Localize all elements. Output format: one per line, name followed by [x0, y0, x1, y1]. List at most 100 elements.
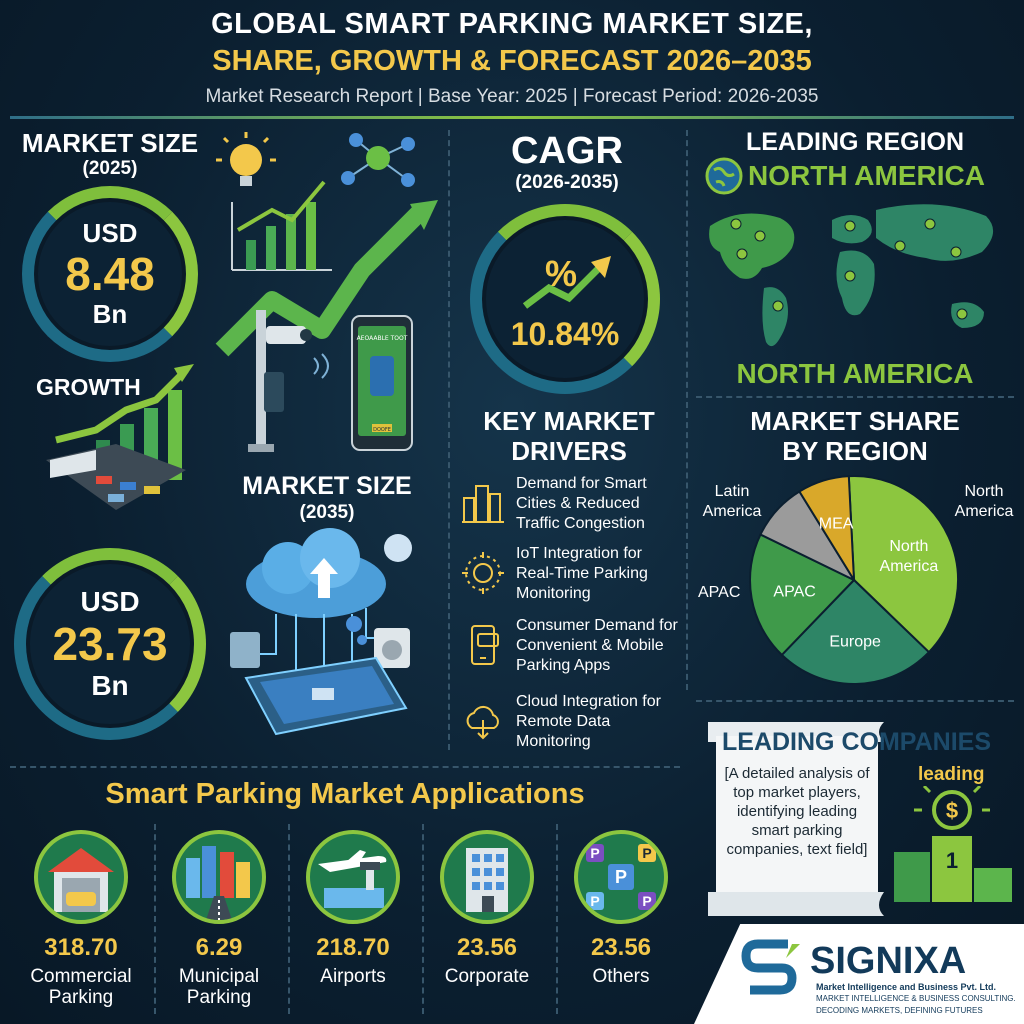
cagr-period: (2026-2035): [515, 172, 619, 193]
pie-label-apac: APAC: [773, 584, 815, 601]
garage-icon: [48, 848, 114, 912]
airports-tile: [306, 830, 400, 924]
brand-line3: DECODING MARKETS, DEFINING FUTURES: [816, 1006, 983, 1015]
phone-screen-bottom-text: DOOFE: [373, 427, 391, 433]
drivers-heading-line2: DRIVERS: [511, 436, 627, 466]
podium-icon: $ 1: [894, 786, 1012, 902]
world-map: [709, 204, 994, 347]
market-share-heading-line2: BY REGION: [782, 436, 928, 466]
driver-text: Demand for Smart Cities & Reduced Traffi…: [516, 475, 647, 532]
iot-chip-icon: [462, 552, 504, 594]
pie-label-north-america: North America: [880, 538, 939, 575]
application-value: 23.56: [590, 934, 652, 961]
drivers-heading: KEY MARKET: [483, 406, 655, 436]
airplane-icon: [318, 850, 387, 908]
outer-label-latin-america: Latin America: [702, 483, 762, 520]
brand-name: SIGNIXA: [810, 940, 967, 982]
currency-label: USD: [80, 586, 140, 617]
application-value: 318.70: [44, 934, 118, 961]
pie-slice-europe: [780, 578, 931, 685]
market-size-2035-year: (2035): [299, 502, 355, 523]
others-tile: P P P P P: [574, 830, 668, 924]
cagr-heading: CAGR: [511, 130, 623, 172]
growth-parking-illustration: [46, 364, 194, 510]
parking-signs-icon: P P P P P: [586, 844, 656, 910]
brand-panel: [694, 924, 1024, 1024]
market-size-2035-ring: USD 23.73 Bn: [14, 548, 206, 740]
column-divider: [556, 824, 558, 1014]
growth-arrow-icon: %: [522, 253, 611, 309]
application-value: 218.70: [316, 934, 390, 961]
pie-slice-mea: [798, 475, 855, 581]
office-building-icon: [466, 848, 508, 912]
column-divider: [686, 130, 688, 690]
globe-icon: [705, 157, 743, 195]
municipal-parking-tile: [172, 830, 266, 924]
market-size-2025-ring: USD 8.48 Bn: [22, 186, 198, 362]
column-divider: [154, 824, 156, 1014]
unit-label: Bn: [92, 299, 128, 329]
percent-symbol: %: [545, 253, 577, 294]
market-size-2035-heading: MARKET SIZE: [242, 472, 412, 500]
section-divider: [10, 766, 680, 768]
driver-text: Cloud Integration for Remote Data Monito…: [516, 693, 661, 750]
leading-region-name-bottom: NORTH AMERICA: [736, 358, 974, 389]
smart-parking-illustration: AEOAABLE TOOT DOOFE: [215, 132, 438, 452]
companies-placeholder-text: [A detailed analysis of top market playe…: [724, 765, 870, 858]
growth-heading: GROWTH: [36, 374, 141, 400]
leading-region-name: NORTH AMERICA: [748, 160, 985, 191]
application-label: Others: [592, 966, 650, 987]
signixa-logo-icon: [741, 939, 800, 995]
outer-label-apac: APAC: [698, 584, 741, 601]
header-divider: [10, 116, 1014, 119]
section-divider: [696, 700, 1014, 702]
cagr-value: 10.84%: [510, 315, 620, 352]
svg-text:P: P: [642, 845, 651, 861]
page-title-line2: SHARE, GROWTH & FORECAST 2026–2035: [212, 45, 812, 77]
section-divider: [696, 396, 1014, 398]
leading-companies-heading: LEADING COMPANIES: [722, 728, 991, 756]
pie-slice-apac: [749, 533, 856, 657]
driver-text: Consumer Demand for Convenient & Mobile …: [516, 617, 678, 674]
phone-screen-top-text: AEOAABLE TOOT: [357, 335, 408, 342]
driver-text: IoT Integration for Real-Time Parking Mo…: [516, 545, 648, 602]
brand-line2: MARKET INTELLIGENCE & BUSINESS CONSULTIN…: [816, 994, 1016, 1003]
commercial-parking-tile: [34, 830, 128, 924]
city-road-icon: [186, 846, 250, 920]
cloud-icon: [466, 705, 499, 740]
application-label: Corporate: [444, 966, 530, 987]
application-label: Airports: [320, 966, 386, 987]
market-size-2025-value: 8.48: [65, 248, 155, 300]
podium-first-label: 1: [946, 848, 958, 873]
svg-text:P: P: [615, 867, 627, 887]
leading-region-heading: LEADING REGION: [745, 128, 965, 156]
city-buildings-icon: [462, 485, 504, 523]
market-size-2035-value: 23.73: [52, 618, 168, 670]
corporate-tile: [440, 830, 534, 924]
cagr-ring: % 10.84%: [470, 204, 660, 394]
currency-label: USD: [82, 218, 138, 248]
cloud-iot-illustration: [230, 528, 412, 736]
outer-label-north-america: North America: [954, 483, 1014, 520]
page-title: GLOBAL SMART PARKING MARKET SIZE,: [211, 8, 813, 40]
application-value: 6.29: [195, 934, 243, 961]
column-divider: [422, 824, 424, 1014]
pie-label-mea: MEA: [819, 515, 854, 532]
pie-label-europe: Europe: [829, 633, 881, 650]
region-pie-chart: North America Europe APAC MEA: [749, 475, 959, 685]
column-divider: [448, 130, 450, 750]
pie-slice-north-america: [847, 475, 959, 654]
svg-text:P: P: [590, 893, 599, 909]
mobile-phone-icon: [471, 625, 499, 665]
page-subtitle: Market Research Report | Base Year: 2025…: [205, 86, 819, 107]
svg-text:P: P: [642, 893, 651, 909]
market-size-2025-year: (2025): [82, 158, 138, 179]
market-size-2025-heading: MARKET SIZE: [21, 128, 199, 158]
leading-badge: leading: [918, 764, 985, 785]
application-value: 23.56: [456, 934, 518, 961]
application-label: Municipal Parking: [178, 966, 260, 1008]
unit-label: Bn: [91, 670, 129, 701]
brand-line1: Market Intelligence and Business Pvt. Lt…: [816, 982, 997, 992]
column-divider: [288, 824, 290, 1014]
scroll-paper-icon: [708, 722, 884, 916]
